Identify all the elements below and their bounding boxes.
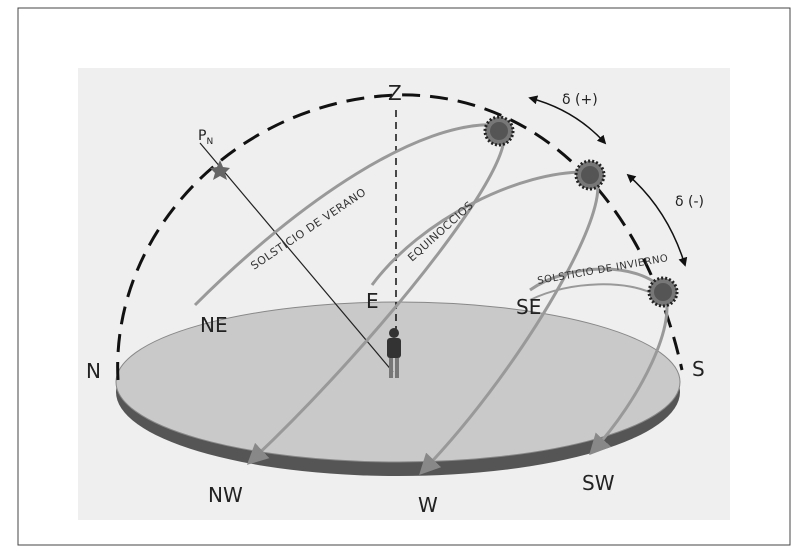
- sun: [647, 276, 679, 308]
- pole-label: PN: [198, 128, 213, 147]
- declination-arrow: [626, 173, 688, 267]
- declination-plus: δ (+): [562, 92, 598, 108]
- pole-subscript: N: [206, 137, 213, 147]
- pole-letter: P: [198, 128, 206, 144]
- direction-label: N: [86, 359, 101, 383]
- direction-label: SW: [582, 471, 615, 495]
- celestial-dome: [116, 93, 684, 381]
- declination-arrow: [528, 95, 607, 145]
- sun: [483, 115, 515, 147]
- direction-label: E: [366, 289, 379, 313]
- direction-label: NE: [200, 313, 228, 337]
- pole-star: [210, 160, 230, 180]
- sun: [574, 159, 606, 191]
- direction-label: W: [418, 493, 438, 517]
- direction-label: NW: [208, 483, 243, 507]
- zenith-label: Z: [388, 81, 402, 105]
- pole-axis: [199, 142, 394, 373]
- direction-label: S: [692, 357, 705, 381]
- declination-minus: δ (-): [675, 194, 704, 210]
- winter-path-inner: [529, 283, 656, 301]
- observer: [387, 328, 401, 378]
- direction-label: SE: [516, 295, 541, 319]
